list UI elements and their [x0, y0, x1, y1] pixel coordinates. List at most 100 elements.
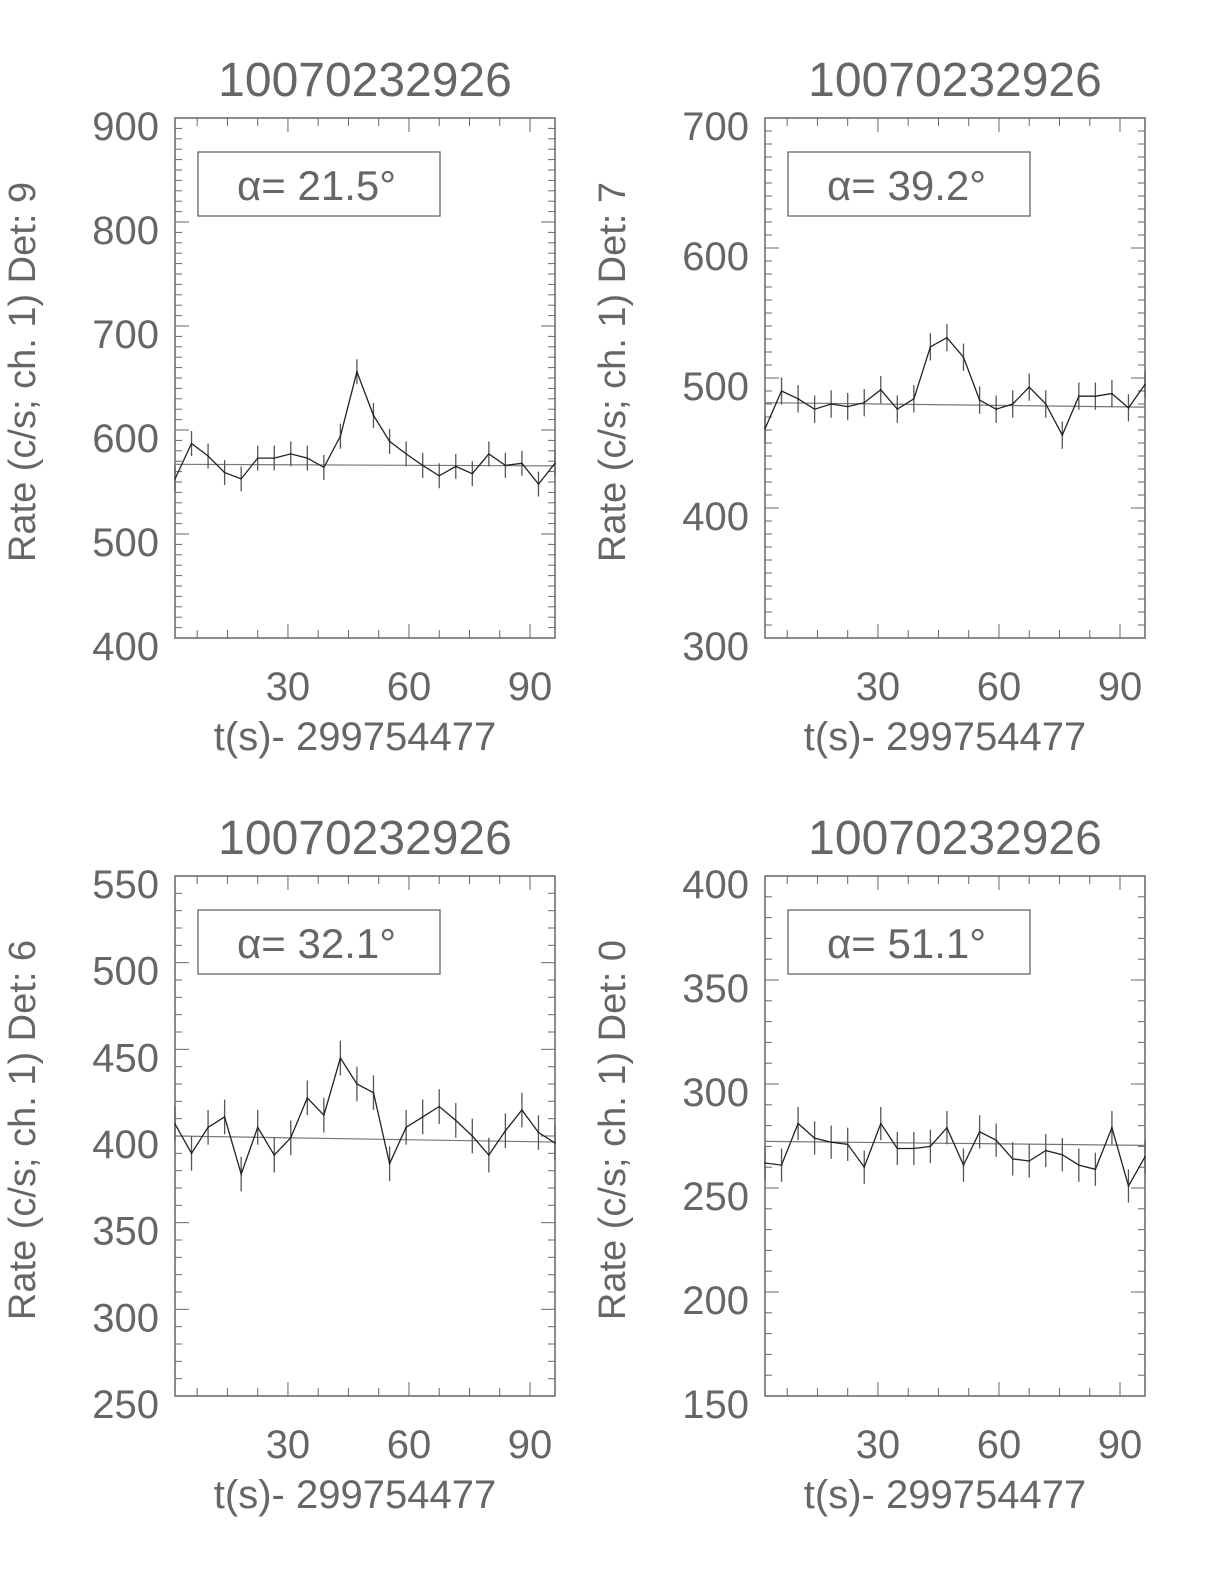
data-point	[356, 370, 358, 373]
annotation-box	[787, 151, 1031, 217]
data-point	[289, 1136, 292, 1139]
data-point	[421, 1116, 424, 1118]
data-point	[504, 1130, 507, 1132]
data-point	[454, 465, 457, 468]
data-point	[1111, 392, 1113, 395]
data-point	[554, 1142, 556, 1144]
data-point	[521, 1109, 523, 1111]
data-point	[207, 455, 209, 457]
y-tick-label: 500	[92, 950, 159, 994]
data-point	[488, 453, 490, 455]
y-tick-label: 350	[682, 967, 749, 1011]
rate-series-line	[174, 1056, 556, 1177]
data-point	[438, 474, 441, 477]
data-point	[388, 440, 391, 443]
background-fit-line	[174, 1135, 556, 1143]
data-point	[240, 478, 242, 480]
annotation-text: α= 21.5°	[237, 162, 396, 209]
y-axis-label: Rate (c/s; ch. 1) Det: 7	[592, 182, 634, 562]
data-point	[797, 398, 799, 400]
data-point	[863, 1166, 866, 1168]
data-point	[537, 1131, 540, 1134]
data-point	[978, 399, 981, 401]
x-tick-label: 90	[508, 1423, 553, 1467]
data-point	[813, 1137, 816, 1139]
y-tick-label: 500	[682, 365, 749, 409]
x-tick-label: 90	[1098, 1423, 1143, 1467]
y-tick-label: 450	[92, 1036, 159, 1080]
data-point	[913, 1147, 915, 1150]
x-tick-label: 30	[856, 665, 901, 709]
data-point	[962, 1164, 965, 1166]
annotation-text: α= 51.1°	[827, 920, 986, 967]
data-point	[780, 390, 783, 392]
y-tick-label: 400	[682, 495, 749, 539]
panel-2: 10070232926 30 60 90 300 400 500 600 700 t(s)- 29…	[592, 54, 1146, 759]
data-point	[1127, 1185, 1130, 1187]
panel-1: 10070232926 30 60 90 400 500 600 700 800 900 t(s)-…	[2, 54, 556, 759]
y-tick-label: 900	[92, 105, 159, 149]
data-point	[1011, 403, 1014, 405]
data-point	[764, 427, 766, 430]
annotation-text: α= 39.2°	[827, 162, 986, 209]
y-tick-label: 400	[92, 625, 159, 669]
y-tick-label: 500	[92, 521, 159, 565]
y-tick-label: 400	[92, 1123, 159, 1167]
data-point	[504, 464, 507, 467]
data-point	[1111, 1126, 1113, 1129]
data-point	[946, 1126, 948, 1129]
data-point	[454, 1119, 457, 1122]
y-tick-label: 400	[682, 863, 749, 907]
panel-title: 10070232926	[808, 54, 1102, 107]
data-point	[929, 1145, 932, 1148]
y-tick-label: 300	[682, 1071, 749, 1115]
data-point	[306, 457, 309, 459]
data-point	[846, 1143, 849, 1146]
data-point	[190, 442, 193, 445]
data-point	[764, 1162, 766, 1164]
data-point	[207, 1126, 209, 1129]
data-point	[388, 1162, 391, 1165]
data-point	[339, 435, 342, 438]
x-tick-label: 30	[266, 665, 311, 709]
data-point	[306, 1097, 309, 1099]
data-point	[1044, 403, 1047, 405]
y-tick-label: 200	[682, 1279, 749, 1323]
data-point	[846, 405, 849, 408]
data-point	[405, 453, 407, 455]
x-axis-label: t(s)- 299754477	[214, 715, 496, 759]
plot-frame	[764, 875, 1146, 1397]
y-tick-label: 350	[92, 1210, 159, 1254]
data-point	[780, 1164, 783, 1166]
data-point	[863, 401, 866, 404]
x-tick-label: 60	[977, 665, 1022, 709]
panel-3: 10070232926 30 60 90 250 300 350 400 450 500 550 t(…	[2, 812, 556, 1517]
x-axis-label: t(s)- 299754477	[804, 1473, 1086, 1517]
data-point	[405, 1126, 407, 1129]
y-tick-label: 700	[92, 313, 159, 357]
rate-series-line	[764, 336, 1146, 437]
data-point	[1078, 395, 1080, 398]
x-tick-label: 60	[387, 665, 432, 709]
panel-title: 10070232926	[218, 812, 512, 865]
annotation-box	[197, 151, 441, 217]
data-point	[174, 478, 176, 480]
background-fit-line	[174, 463, 556, 467]
data-point	[256, 1126, 259, 1129]
x-axis-label: t(s)- 299754477	[804, 715, 1086, 759]
data-point	[1061, 434, 1064, 437]
annotation-box	[787, 909, 1031, 975]
x-tick-label: 30	[266, 1423, 311, 1467]
y-tick-label: 150	[682, 1383, 749, 1427]
data-point	[813, 408, 816, 411]
panel-title: 10070232926	[218, 54, 512, 107]
data-point	[323, 1114, 325, 1116]
y-tick-label: 300	[682, 625, 749, 669]
data-point	[339, 1057, 342, 1059]
data-point	[372, 414, 375, 417]
y-axis-label: Rate (c/s; ch. 1) Det: 6	[2, 940, 44, 1320]
data-point	[1094, 1168, 1097, 1171]
x-tick-label: 90	[508, 665, 553, 709]
data-point	[962, 356, 965, 359]
x-tick-label: 60	[387, 1423, 432, 1467]
